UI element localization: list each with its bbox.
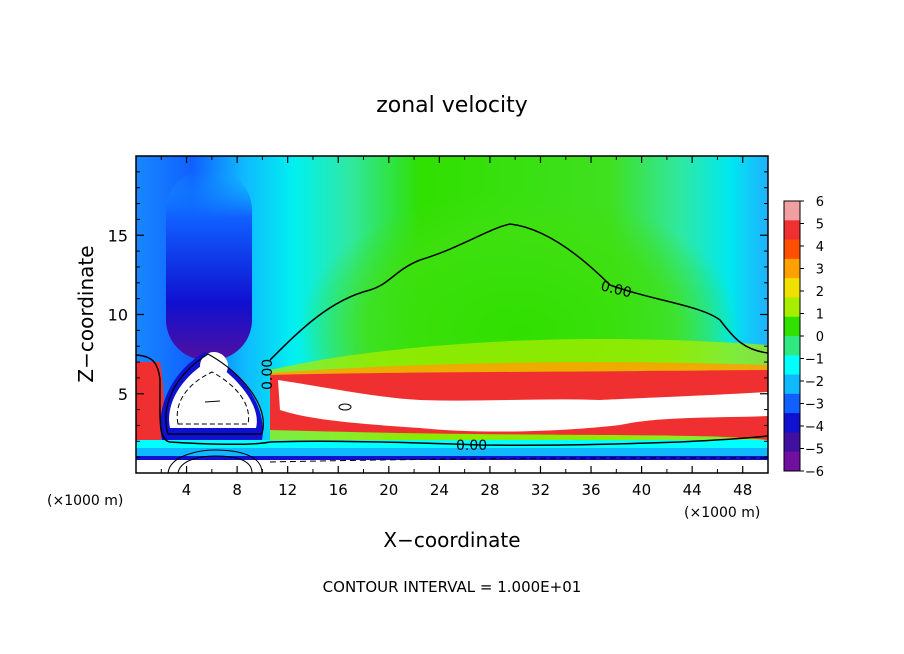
x-axis-label: X−coordinate — [383, 528, 520, 552]
x-tick-label: 28 — [480, 481, 499, 499]
colorbar-segment — [784, 316, 800, 337]
colorbar-segment — [784, 278, 800, 298]
colorbar-tick-label: 1 — [816, 308, 824, 323]
field-white-band — [278, 380, 768, 432]
x-unit-left: (×1000 m) — [47, 493, 123, 509]
y-tick-label: 5 — [118, 385, 128, 404]
y-axis-label: Z−coordinate — [74, 245, 98, 382]
colorbar-tick-label: 2 — [816, 285, 824, 300]
colorbar-tick-label: −4 — [805, 420, 824, 435]
heatmap-field — [136, 156, 768, 473]
colorbar-tick-label: −2 — [805, 375, 824, 390]
x-tick-label: 44 — [683, 481, 702, 499]
colorbar-segment — [784, 201, 800, 221]
contour-small-loop — [338, 403, 352, 411]
field-lobe-white — [169, 360, 257, 428]
colorbar-segment — [784, 413, 800, 433]
contour-label-2: 0.00 — [456, 438, 487, 454]
x-tick-label: 12 — [278, 481, 297, 499]
colorbar-segment — [784, 220, 800, 241]
contour-lobe-inner — [204, 400, 221, 403]
x-tick-label: 24 — [430, 481, 449, 499]
contour-zero-lower — [136, 354, 768, 447]
x-unit-right: (×1000 m) — [684, 505, 760, 521]
x-axis: 4 8 12 16 20 24 28 32 36 40 44 48 — [160, 156, 752, 499]
colorbar-segment — [784, 393, 800, 414]
colorbar-segment — [784, 432, 800, 453]
contour-label-1: 0.00 — [599, 278, 633, 301]
colorbar-segment — [784, 451, 800, 472]
x-tick-label: 32 — [531, 481, 550, 499]
x-tick-label: 16 — [329, 481, 348, 499]
x-tick-label: 20 — [379, 481, 398, 499]
colorbar-segment — [784, 258, 800, 279]
field-lobe-top — [200, 352, 228, 380]
colorbar-tick-label: −5 — [805, 443, 824, 458]
colorbar-segment — [784, 297, 800, 318]
colorbar-segment — [784, 336, 800, 356]
y-tick-label: 15 — [108, 226, 128, 245]
contour-lobe-outline — [165, 353, 264, 435]
colorbar-tick-label: 5 — [816, 218, 824, 233]
x-tick-label: 48 — [733, 481, 752, 499]
colorbar-segment — [784, 239, 800, 260]
contour-zero-upper — [269, 223, 768, 361]
field-jet-column — [166, 170, 252, 360]
contour-lobe-dashed — [176, 371, 250, 425]
colorbar: 6 5 4 3 2 1 0 −1 −2 −3 −4 −5 −6 — [783, 195, 824, 480]
y-tick-label: 10 — [108, 306, 128, 325]
field-left-red-column — [136, 362, 164, 445]
field-bottom-white — [136, 460, 768, 473]
x-tick-label: 4 — [182, 481, 192, 499]
colorbar-tick-label: −6 — [805, 465, 824, 480]
contour-interval: CONTOUR INTERVAL = 1.000E+01 — [323, 578, 582, 596]
contour-label-3: 0.00 — [260, 359, 276, 390]
colorbar-tick-label: −3 — [805, 398, 824, 413]
y-axis: 5 10 15 — [108, 171, 768, 458]
x-tick-label: 36 — [581, 481, 600, 499]
colorbar-segment — [784, 374, 800, 395]
x-tick-label: 40 — [632, 481, 651, 499]
colorbar-tick-label: −1 — [805, 353, 824, 368]
colorbar-tick-label: 0 — [816, 330, 824, 345]
contour-bottom-arcs — [167, 449, 263, 473]
chart-title: zonal velocity — [376, 93, 528, 118]
colorbar-segment — [784, 355, 800, 376]
colorbar-tick-label: 3 — [816, 263, 824, 278]
colorbar-tick-label: 6 — [816, 195, 824, 210]
colorbar-tick-label: 4 — [816, 240, 824, 255]
x-tick-label: 8 — [232, 481, 242, 499]
